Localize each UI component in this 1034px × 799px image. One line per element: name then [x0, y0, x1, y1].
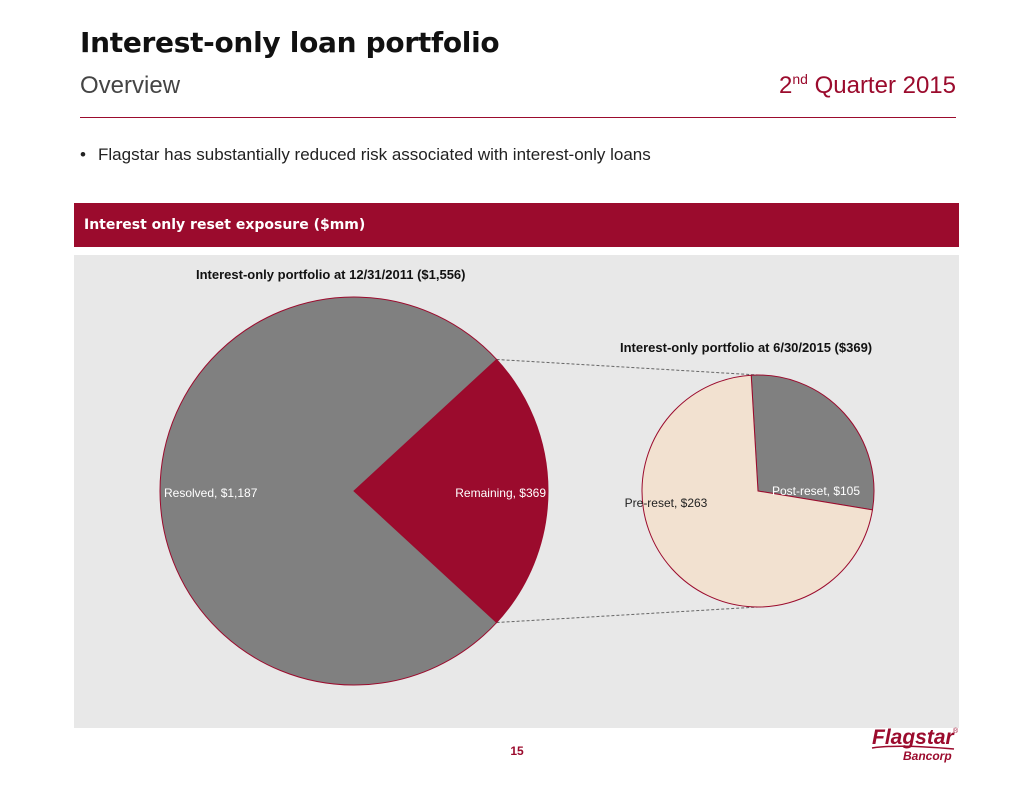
logo-subtext: Bancorp	[903, 749, 952, 763]
pie2-slice-pre-reset-263	[641, 374, 874, 608]
quarter-label: 2nd Quarter 2015	[779, 72, 956, 100]
pie1-slice-remaining-369	[353, 358, 549, 624]
logo-swoosh	[871, 745, 955, 750]
quarter-ordinal-suffix: nd	[792, 71, 808, 87]
header-divider	[80, 117, 956, 118]
pie1-slice-resolved-1-187	[159, 296, 498, 686]
pie2-label-pre-reset-263: Pre-reset, $263	[625, 496, 708, 510]
page-title: Interest-only loan portfolio	[80, 26, 500, 59]
bullet-text: Flagstar has substantially reduced risk …	[98, 145, 651, 164]
section-banner: Interest only reset exposure ($mm)	[74, 203, 959, 247]
pie-charts: Interest-only portfolio at 12/31/2011 ($…	[159, 267, 875, 686]
flagstar-logo: Flagstar ® Bancorp	[871, 726, 959, 763]
pie1-title: Interest-only portfolio at 12/31/2011 ($…	[196, 267, 466, 282]
bullet-item: • Flagstar has substantially reduced risk…	[80, 145, 651, 165]
logo-registered-mark: ®	[953, 727, 959, 735]
pie2-label-post-reset-105: Post-reset, $105	[772, 484, 860, 498]
quarter-ordinal: 2	[778, 72, 793, 99]
connector-line-top	[496, 358, 759, 376]
page-number: 15	[510, 744, 524, 758]
bullet-dot: •	[80, 145, 86, 164]
connector-line-bottom	[496, 606, 759, 624]
pie2-slice-post-reset-105	[750, 374, 875, 511]
pie2-title: Interest-only portfolio at 6/30/2015 ($3…	[620, 340, 872, 355]
page-subtitle: Overview	[80, 72, 181, 99]
logo-text: Flagstar	[872, 726, 956, 749]
pie1-label-resolved-1-187: Resolved, $1,187	[164, 486, 258, 500]
quarter-rest: Quarter 2015	[807, 72, 956, 99]
pie1-label-remaining-369: Remaining, $369	[455, 486, 546, 500]
